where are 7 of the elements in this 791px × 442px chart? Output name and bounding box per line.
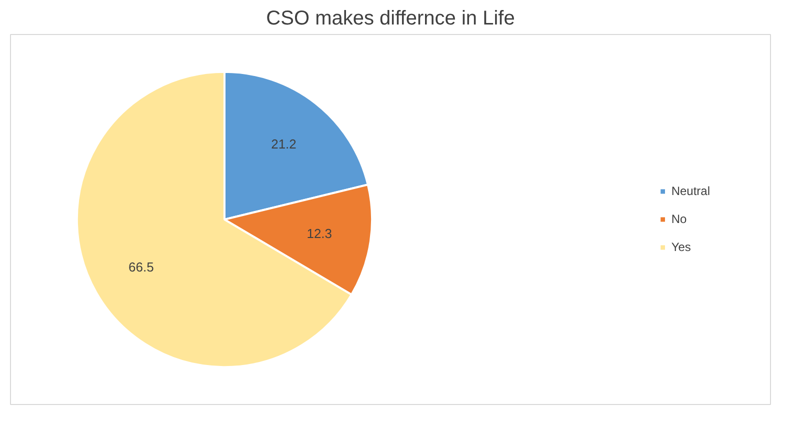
chart-title: CSO makes differnce in Life [266,8,515,30]
data-label: 66.5 [128,260,154,275]
data-label: 21.2 [271,136,296,152]
legend-label: No [671,212,688,226]
legend-label: Yes [671,240,692,254]
data-label: 12.3 [306,226,332,242]
legend-label: Neutral [671,184,710,198]
